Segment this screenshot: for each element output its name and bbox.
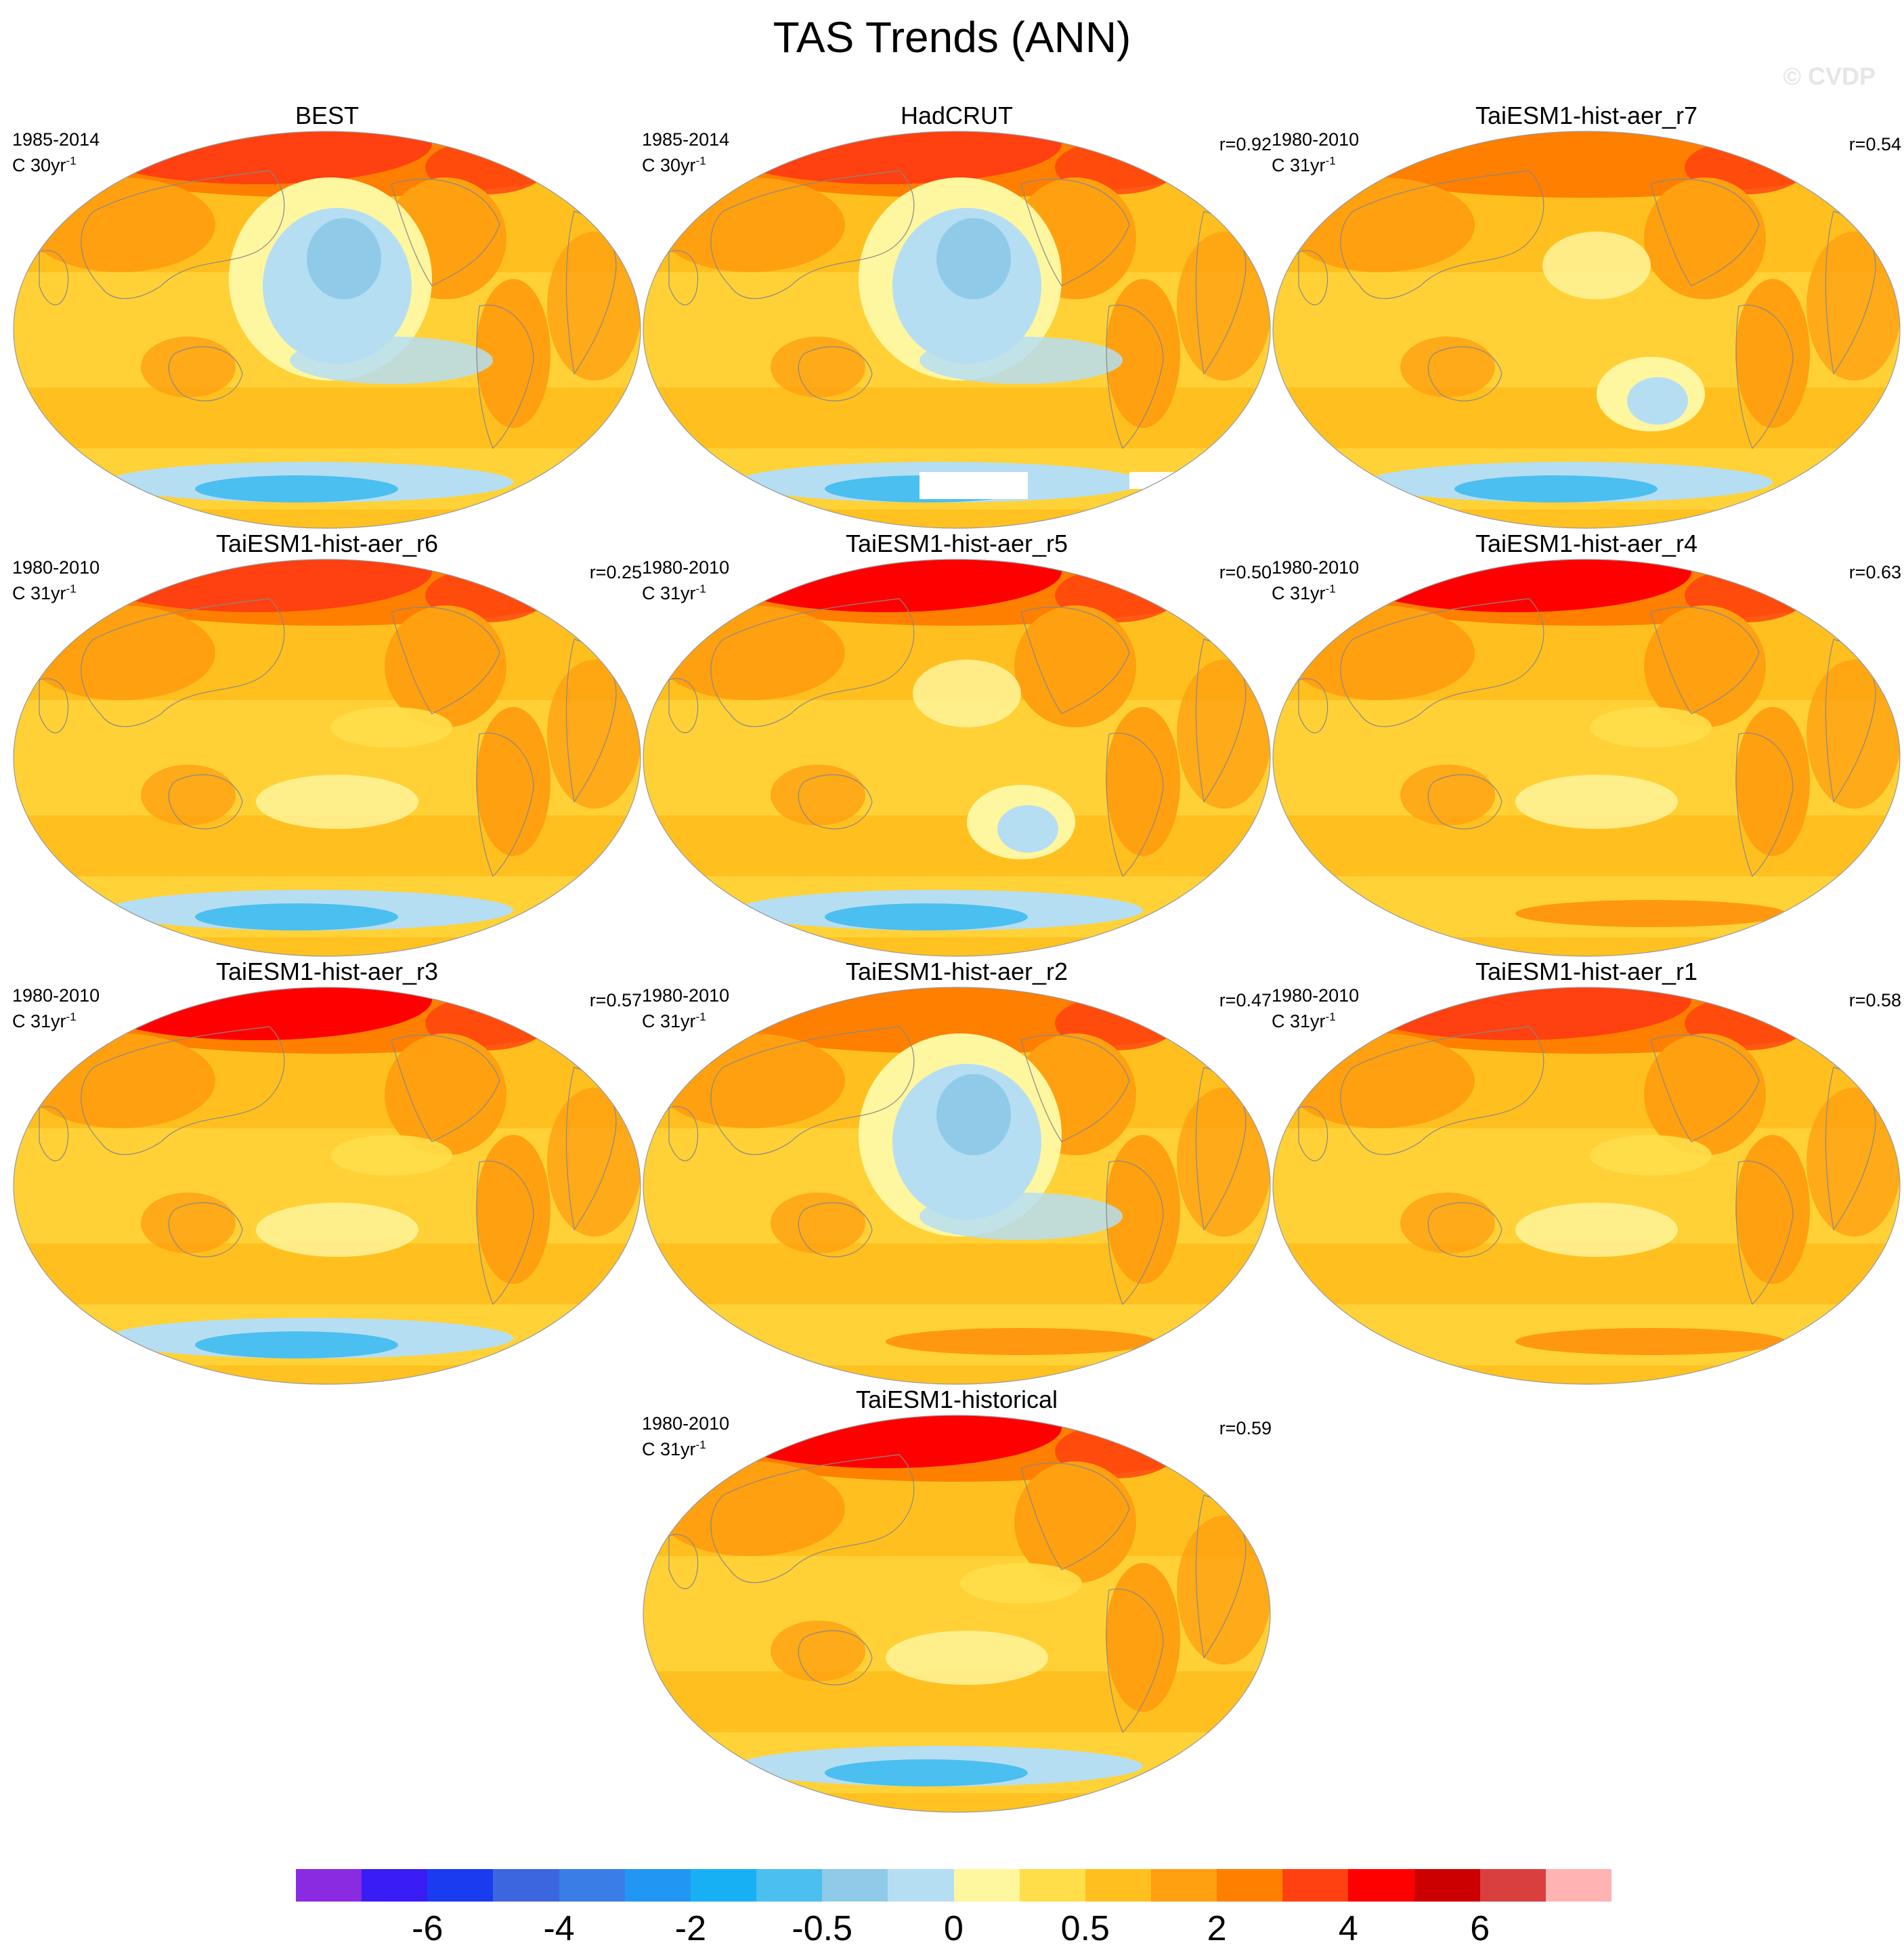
panel-period: 1980-2010 [642,1413,730,1434]
panel-correlation: r=0.50 [1219,562,1272,582]
map-panel: TaiESM1-hist-aer_r3 1980-2010 C 31yr-1 r=0.… [12,958,642,1391]
map-panel: TaiESM1-hist-aer_r5 1980-2010 C 31yr-1 r=0.… [642,530,1272,963]
colorbar-swatch [1085,1869,1152,1902]
map-panel: TaiESM1-hist-aer_r7 1980-2010 C 31yr-1 r=0.… [1272,102,1901,535]
trend-map [643,987,1271,1385]
panel-period: 1980-2010 [12,985,100,1006]
panel-title: TaiESM1-hist-aer_r2 [845,958,1068,985]
colorbar: -6 -4 -2 -0.5 0 0.5 2 4 6 [296,1869,1612,1948]
colorbar-tick-label: -2 [674,1909,707,1948]
panel-units: C 30yr-1 [12,154,77,175]
panel-period: 1985-2014 [12,129,100,150]
colorbar-tick-label: -0.5 [792,1909,852,1948]
panel-units: C 31yr-1 [642,1438,706,1459]
colorbar-tick-label: -6 [412,1909,443,1948]
panel-correlation: r=0.59 [1219,1418,1272,1438]
trend-map [13,131,641,529]
colorbar-tick-label: 6 [1470,1909,1490,1948]
colorbar-swatch [1282,1869,1349,1902]
panel-period: 1985-2014 [642,129,730,150]
panel-period: 1980-2010 [1272,985,1360,1006]
panel-correlation: r=0.25 [589,562,642,582]
panel-units: C 31yr-1 [12,582,77,603]
colorbar-swatch [1019,1869,1086,1902]
panel-correlation: r=0.63 [1848,562,1901,582]
trend-map [1272,559,1901,957]
trend-map [13,987,641,1385]
colorbar-tick-label: 0 [944,1909,964,1948]
panel-units: C 30yr-1 [642,154,706,175]
map-panel: TaiESM1-hist-aer_r2 1980-2010 C 31yr-1 r=0.… [642,958,1272,1391]
panel-units: C 31yr-1 [642,1010,706,1031]
colorbar-swatch [1348,1869,1415,1902]
trend-map [643,1415,1271,1813]
colorbar-swatch [756,1869,823,1902]
panel-units: C 31yr-1 [12,1010,77,1031]
panel-correlation: r=0.92 [1219,134,1272,154]
colorbar-swatch [1479,1869,1546,1902]
map-panel: TaiESM1-historical 1980-2010 C 31yr-1 r=0.5… [642,1386,1272,1819]
panel-title: TaiESM1-historical [855,1386,1058,1413]
panel-correlation: r=0.47 [1219,990,1272,1010]
map-panel: BEST 1985-2014 C 30yr-1 [12,102,642,535]
colorbar-swatch [690,1869,757,1902]
trend-map [13,559,641,957]
colorbar-tick-label: 4 [1338,1909,1358,1948]
colorbar-swatch [888,1869,954,1902]
colorbar-swatch [427,1869,494,1902]
colorbar-swatch [953,1869,1020,1902]
panel-correlation: r=0.57 [589,990,642,1010]
panel-title: TaiESM1-hist-aer_r6 [215,530,439,557]
map-panel: TaiESM1-hist-aer_r1 1980-2010 C 31yr-1 r=0.… [1272,958,1901,1391]
panel-correlation: r=0.54 [1848,134,1901,154]
panel-units: C 31yr-1 [1272,154,1336,175]
panel-correlation: r=0.58 [1848,990,1901,1010]
panel-period: 1980-2010 [1272,557,1360,578]
colorbar-swatch [362,1869,428,1902]
colorbar-swatch [493,1869,560,1902]
panel-title: TaiESM1-hist-aer_r5 [845,530,1068,557]
panel-title: TaiESM1-hist-aer_r3 [215,958,439,985]
panel-period: 1980-2010 [1272,129,1360,150]
panel-title: TaiESM1-hist-aer_r1 [1475,958,1698,985]
colorbar-swatch [1150,1869,1217,1902]
colorbar-swatch [296,1869,362,1902]
trend-map [1272,131,1901,529]
panel-period: 1980-2010 [642,557,730,578]
colorbar-swatch [559,1869,626,1902]
map-panel: HadCRUT 1985-2014 C 30yr-1 r=0.92 [642,102,1272,535]
trend-map [643,131,1271,529]
colorbar-swatch [1414,1869,1481,1902]
panel-period: 1980-2010 [642,985,730,1006]
colorbar-tick-label: -4 [543,1909,575,1948]
panel-units: C 31yr-1 [1272,1010,1336,1031]
colorbar-swatch [1217,1869,1283,1902]
map-panel: TaiESM1-hist-aer_r4 1980-2010 C 31yr-1 r=0.… [1272,530,1901,963]
trend-map [1272,987,1901,1385]
panel-title: BEST [295,102,360,129]
panel-units: C 31yr-1 [1272,582,1336,603]
trend-map [643,559,1271,957]
map-panel: TaiESM1-hist-aer_r6 1980-2010 C 31yr-1 r=0.… [12,530,642,963]
panel-title: TaiESM1-hist-aer_r4 [1475,530,1698,557]
figure-title: TAS Trends (ANN) [773,13,1131,62]
colorbar-tick-label: 2 [1207,1909,1227,1948]
colorbar-tick-label: 0.5 [1060,1909,1110,1948]
panel-title: TaiESM1-hist-aer_r7 [1475,102,1698,129]
panel-units: C 31yr-1 [642,582,706,603]
panel-title: HadCRUT [900,102,1014,129]
copyright-watermark: © CVDP [1783,62,1876,90]
panel-period: 1980-2010 [12,557,100,578]
colorbar-swatch [1545,1869,1612,1902]
colorbar-swatch [822,1869,888,1902]
colorbar-swatch [624,1869,691,1902]
